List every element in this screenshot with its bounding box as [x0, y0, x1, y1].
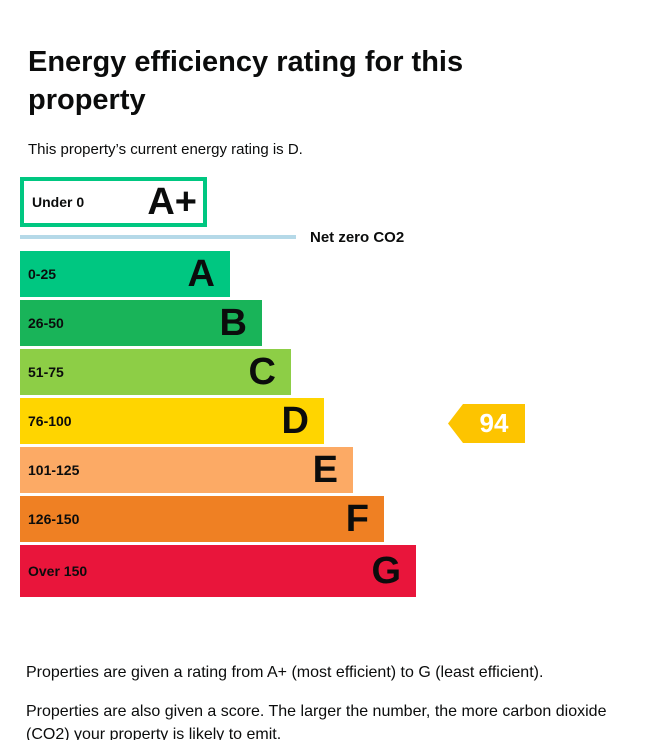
- band-range-label: Over 150: [28, 563, 88, 579]
- net-zero-label: Net zero CO2: [310, 229, 405, 246]
- score-arrow-icon: [448, 404, 525, 443]
- score-value: 94: [479, 408, 509, 438]
- band-range-label: 26-50: [28, 315, 64, 331]
- band-c: 51-75 C: [20, 349, 291, 395]
- band-letter: E: [312, 449, 338, 491]
- band-letter: D: [281, 400, 309, 442]
- band-letter: B: [219, 302, 247, 344]
- band-range-label: 0-25: [28, 266, 57, 282]
- band-e: 101-125 E: [20, 447, 353, 493]
- page-subtitle: This property’s current energy rating is…: [28, 141, 303, 158]
- energy-rating-chart: Under 0 A+ Net zero CO2 0-25 A 26-50 B 5…: [20, 177, 640, 597]
- footer-score-note: Properties are also given a score. The l…: [26, 703, 607, 740]
- band-range-label: 126-150: [28, 511, 80, 527]
- band-d: 76-100 D: [20, 398, 324, 444]
- band-letter: C: [248, 351, 276, 393]
- band-letter: A: [187, 253, 215, 295]
- net-zero-line: [20, 235, 296, 239]
- band-range-label: 51-75: [28, 364, 64, 380]
- score-arrow: 94: [448, 404, 525, 443]
- band-letter: G: [371, 550, 401, 592]
- band-letter: F: [345, 498, 369, 540]
- band-a: 0-25 A: [20, 251, 230, 297]
- band-a-plus: Under 0 A+: [20, 177, 207, 227]
- band-f: 126-150 F: [20, 496, 384, 542]
- footer-rating-note: Properties are given a rating from A+ (m…: [26, 664, 544, 681]
- band-g: Over 150 G: [20, 545, 416, 597]
- band-range-label: Under 0: [32, 194, 85, 210]
- page-title: Energy efficiency rating for this proper…: [28, 46, 464, 117]
- band-b: 26-50 B: [20, 300, 262, 346]
- band-range-label: 101-125: [28, 462, 80, 478]
- band-letter: A+: [147, 181, 197, 223]
- band-range-label: 76-100: [28, 413, 72, 429]
